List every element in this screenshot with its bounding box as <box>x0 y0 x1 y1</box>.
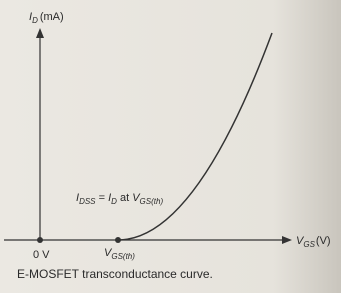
origin-dot <box>37 237 43 243</box>
label-part: at <box>117 192 132 204</box>
caption: E-MOSFET transconductance curve. <box>17 267 213 281</box>
label-part: GS(th) <box>140 197 164 206</box>
label-part: V <box>132 192 141 204</box>
threshold-label: VGS(th) <box>104 247 135 261</box>
label-part: (mA) <box>40 11 64 23</box>
origin-label: 0 V <box>33 249 50 261</box>
annotation: IDSS = ID at VGS(th) <box>76 192 163 206</box>
label-part: D <box>111 197 117 206</box>
label-part: I <box>108 192 111 204</box>
label-part: I <box>76 192 79 204</box>
label-part: D <box>32 16 38 25</box>
label-part: DSS <box>79 197 96 206</box>
threshold-dot <box>115 237 121 243</box>
x-axis-arrow <box>282 236 292 244</box>
label-part: GS(th) <box>111 252 135 261</box>
label-part: V <box>104 247 113 259</box>
label-part: GS <box>303 240 315 249</box>
y-axis-arrow <box>36 28 44 38</box>
label-part: I <box>29 11 32 23</box>
label-part: V <box>296 235 305 247</box>
x-axis-label: VGS(V) <box>296 235 331 249</box>
label-part: = <box>96 192 109 204</box>
y-axis-label: ID (mA) <box>29 11 64 25</box>
label-part: (V) <box>316 235 331 247</box>
transconductance-curve <box>117 32 273 241</box>
